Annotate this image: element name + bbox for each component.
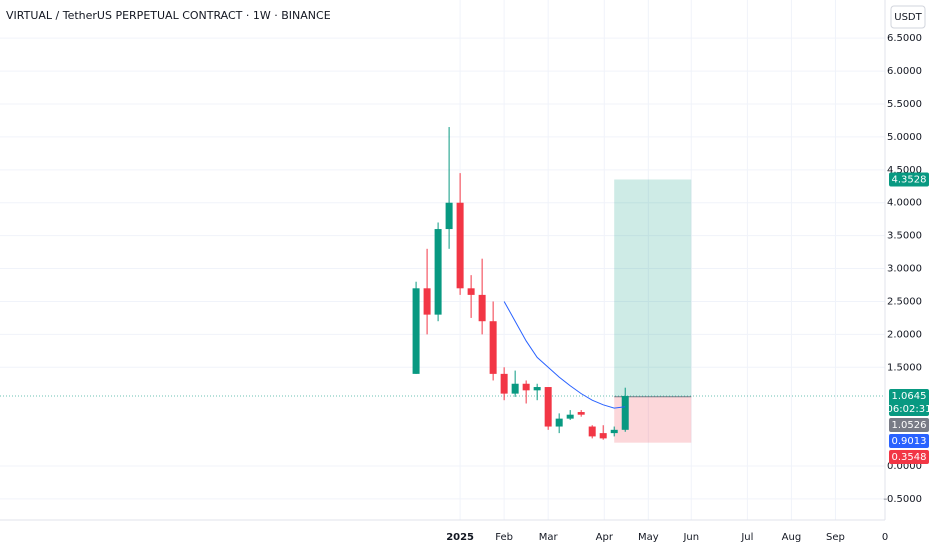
currency-box[interactable]	[890, 5, 926, 29]
y-tick-label: 2.0000	[887, 329, 922, 340]
candle-body	[489, 321, 497, 374]
candle-body	[533, 387, 541, 391]
x-tick-label: May	[638, 532, 659, 543]
chart-title: VIRTUAL / TetherUS PERPETUAL CONTRACT · …	[6, 9, 331, 22]
y-tick-label: 4.5000	[887, 165, 922, 176]
y-tick-label: 4.0000	[887, 198, 922, 209]
x-tick-label: 2025	[446, 532, 474, 543]
candle-body	[555, 418, 563, 427]
x-tick-label: 0	[882, 532, 888, 543]
x-tick-label: Jul	[740, 532, 753, 543]
x-tick-label: Mar	[539, 532, 559, 543]
y-tick-label: -0.5000	[883, 494, 922, 505]
y-tick-label: 3.0000	[887, 264, 922, 275]
candle-body	[588, 426, 596, 437]
price-label: 0.9013	[892, 436, 927, 447]
candle-body	[511, 383, 519, 394]
candle-body	[500, 373, 508, 394]
candle-body	[577, 412, 585, 415]
price-label-bg	[889, 449, 929, 464]
currency[interactable]: USDT	[894, 12, 922, 23]
candle-body	[423, 288, 431, 315]
price-label-bg	[889, 417, 929, 432]
candle-body	[478, 294, 486, 322]
price-label: 0.3548	[892, 452, 927, 463]
y-tick-label: 5.0000	[887, 132, 922, 143]
candle-body	[599, 433, 607, 439]
candle-body	[610, 429, 618, 434]
x-tick-label: Jun	[682, 532, 699, 543]
x-tick-label: Aug	[782, 532, 802, 543]
candle-body	[522, 383, 530, 391]
price-label: 4.3528	[892, 175, 927, 186]
y-tick-label: 1.5000	[887, 362, 922, 373]
y-tick-label: 5.5000	[887, 99, 922, 110]
candle-body	[445, 202, 453, 230]
price-label-bg	[889, 433, 929, 448]
x-tick-label: Sep	[826, 532, 845, 543]
y-tick-label: 2.5000	[887, 296, 922, 307]
price-label-bg	[889, 388, 929, 416]
price-label: 1.0645	[892, 391, 927, 402]
candle-body	[467, 288, 475, 295]
y-tick-label: 3.5000	[887, 231, 922, 242]
y-tick-label: 6.5000	[887, 33, 922, 44]
candle-body	[566, 414, 574, 419]
candle-body	[434, 229, 442, 315]
candle-body	[544, 387, 552, 427]
price-label-bg	[889, 172, 929, 187]
y-tick-label: 6.0000	[887, 66, 922, 77]
price-label: 1.0526	[892, 420, 927, 431]
candle-body	[456, 202, 464, 289]
target-zone	[614, 179, 692, 397]
moving-average	[503, 301, 626, 409]
candle-body	[621, 395, 629, 430]
countdown: 06:02:31	[887, 404, 932, 415]
candle-body	[412, 288, 420, 374]
y-tick-label: 0.0000	[887, 461, 922, 472]
x-tick-label: Apr	[596, 532, 614, 543]
x-tick-label: Feb	[495, 532, 513, 543]
